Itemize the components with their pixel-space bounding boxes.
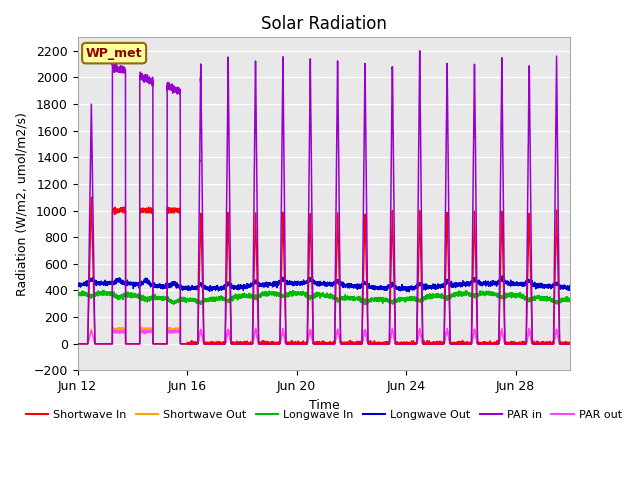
- X-axis label: Time: Time: [308, 399, 339, 412]
- Text: WP_met: WP_met: [86, 47, 142, 60]
- Title: Solar Radiation: Solar Radiation: [261, 15, 387, 33]
- Y-axis label: Radiation (W/m2, umol/m2/s): Radiation (W/m2, umol/m2/s): [15, 112, 28, 296]
- Legend: Shortwave In, Shortwave Out, Longwave In, Longwave Out, PAR in, PAR out: Shortwave In, Shortwave Out, Longwave In…: [21, 406, 627, 425]
